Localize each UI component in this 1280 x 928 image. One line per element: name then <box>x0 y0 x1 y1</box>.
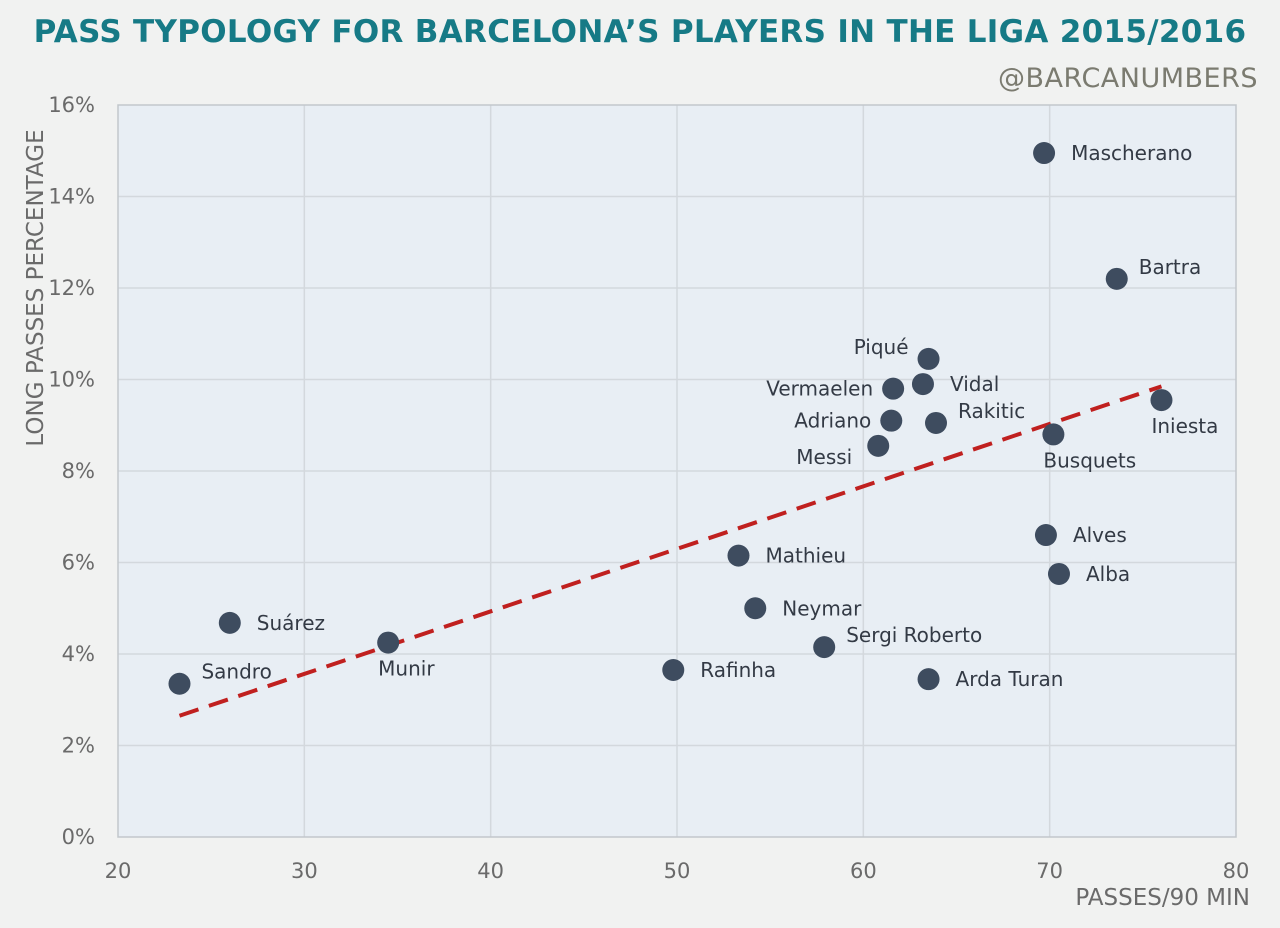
point-label: Iniesta <box>1151 414 1218 438</box>
point-label: Sergi Roberto <box>846 623 982 647</box>
data-point <box>1033 142 1056 165</box>
y-tick-label: 10% <box>48 368 95 392</box>
y-tick-label: 8% <box>62 459 95 483</box>
point-label: Busquets <box>1043 448 1136 472</box>
x-axis-label: PASSES/90 MIN <box>1075 885 1250 911</box>
data-point <box>1150 389 1173 412</box>
x-tick-label: 40 <box>477 859 504 883</box>
x-tick-label: 30 <box>291 859 318 883</box>
point-label: Bartra <box>1139 255 1202 279</box>
point-label: Alves <box>1073 523 1127 547</box>
data-point <box>1042 423 1065 446</box>
y-axis-label: LONG PASSES PERCENTAGE <box>23 129 49 446</box>
y-tick-label: 4% <box>62 642 95 666</box>
data-point <box>917 347 940 370</box>
data-point <box>744 597 767 620</box>
data-point <box>880 409 903 432</box>
data-point <box>917 668 940 691</box>
y-tick-label: 12% <box>48 276 95 300</box>
y-tick-label: 16% <box>48 93 95 117</box>
data-point <box>1047 562 1070 585</box>
point-label: Piqué <box>854 335 909 359</box>
y-tick-label: 0% <box>62 825 95 849</box>
axes: 20 30 40 50 60 70 80 0% 2% 4% 6% 8% 10% 12% 14% 16% <box>48 93 1249 883</box>
points-layer: Mascherano Bartra Piqué Vermaelen Vidal Adria… <box>168 141 1218 695</box>
data-point <box>727 544 750 567</box>
x-tick-label: 20 <box>105 859 132 883</box>
chart-title: PASS TYPOLOGY FOR BARCELONA’S PLAYERS IN… <box>33 14 1247 50</box>
author-handle: @BARCANUMBERS <box>998 63 1258 94</box>
point-label: Adriano <box>794 409 871 433</box>
data-point <box>867 434 890 457</box>
data-point <box>1105 267 1128 290</box>
point-label: Vermaelen <box>766 377 873 401</box>
trend-line <box>178 384 1163 718</box>
data-point <box>911 373 934 396</box>
point-label: Rafinha <box>700 658 776 682</box>
data-point <box>377 631 400 654</box>
x-tick-label: 80 <box>1223 859 1250 883</box>
data-point <box>882 377 905 400</box>
data-point <box>813 636 836 659</box>
point-label: Mathieu <box>765 544 846 568</box>
point-label: Sandro <box>201 660 271 684</box>
data-point <box>925 411 948 434</box>
point-label: Neymar <box>782 596 862 620</box>
x-tick-label: 60 <box>850 859 877 883</box>
point-label: Suárez <box>257 611 325 635</box>
data-point <box>662 659 685 682</box>
trend-layer <box>178 384 1163 718</box>
y-tick-label: 6% <box>62 551 95 575</box>
x-tick-label: 70 <box>1036 859 1063 883</box>
point-label: Vidal <box>950 372 999 396</box>
point-label: Messi <box>796 445 852 469</box>
plot-frame <box>117 104 1237 838</box>
y-tick-label: 2% <box>62 734 95 758</box>
point-label: Alba <box>1086 562 1130 586</box>
y-tick-label: 14% <box>48 185 95 209</box>
data-point <box>218 611 241 634</box>
point-label: Rakitic <box>958 399 1025 423</box>
x-tick-label: 50 <box>664 859 691 883</box>
data-point <box>1034 524 1057 547</box>
point-label: Arda Turan <box>956 667 1064 691</box>
point-label: Mascherano <box>1071 141 1192 165</box>
point-label: Munir <box>378 657 435 681</box>
data-point <box>168 672 191 695</box>
grid-lines <box>118 105 1236 837</box>
